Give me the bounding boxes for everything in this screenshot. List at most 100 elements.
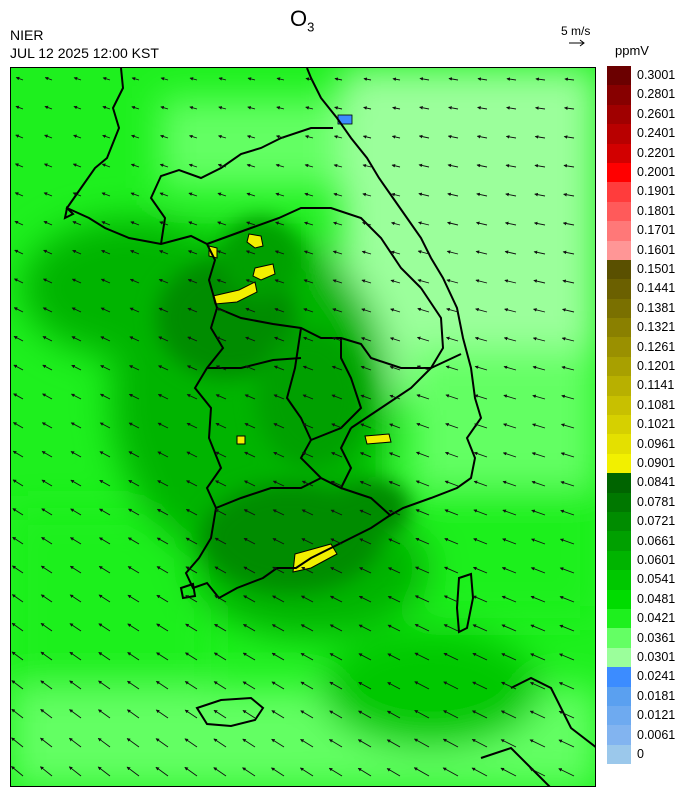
colorbar-label: 0.0061 bbox=[637, 727, 676, 742]
wind-arrow bbox=[333, 192, 343, 197]
wind-arrow bbox=[100, 278, 111, 284]
wind-arrow bbox=[390, 308, 401, 313]
wind-arrow bbox=[213, 767, 227, 777]
wind-arrow bbox=[559, 624, 575, 632]
wind-arrow bbox=[102, 77, 111, 81]
wind-arrow bbox=[272, 509, 285, 516]
wind-arrow bbox=[270, 767, 285, 777]
wind-arrow bbox=[159, 163, 169, 168]
wind-arrow bbox=[100, 307, 111, 313]
wind-arrow bbox=[72, 221, 82, 226]
wind-arrow bbox=[391, 135, 401, 139]
colorbar-swatch bbox=[607, 608, 631, 629]
wind-arrow bbox=[42, 278, 53, 284]
wind-arrow bbox=[476, 192, 488, 197]
wind-arrow bbox=[558, 768, 575, 777]
wind-arrow bbox=[535, 77, 546, 81]
wind-arrow bbox=[243, 480, 256, 487]
wind-arrow bbox=[213, 681, 227, 690]
wind-arrow bbox=[155, 680, 169, 690]
wind-arrow bbox=[331, 452, 343, 458]
wind-arrow bbox=[40, 709, 53, 719]
wind-arrow bbox=[99, 451, 111, 458]
wind-arrow bbox=[388, 538, 401, 545]
colorbar-swatch bbox=[607, 298, 631, 319]
wind-arrow bbox=[388, 481, 401, 487]
wind-arrow bbox=[272, 538, 285, 545]
wind-arrow bbox=[13, 307, 24, 313]
wind-arrow bbox=[531, 538, 546, 545]
wind-arrow bbox=[12, 508, 24, 516]
wind-arrow bbox=[244, 394, 256, 400]
colorbar-swatch bbox=[607, 570, 631, 590]
colorbar-swatch bbox=[607, 705, 631, 726]
wind-arrow bbox=[218, 134, 227, 139]
wind-arrow bbox=[160, 105, 169, 110]
wind-arrow bbox=[247, 106, 256, 110]
wind-arrow bbox=[101, 163, 111, 168]
colorbar-label: 0.2601 bbox=[637, 106, 676, 121]
wind-arrow bbox=[12, 422, 24, 429]
wind-arrow bbox=[73, 134, 82, 139]
wind-arrow bbox=[300, 624, 314, 632]
wind-arrow bbox=[559, 567, 575, 574]
wind-arrow bbox=[358, 710, 372, 719]
wind-arrow bbox=[214, 566, 227, 574]
wind-arrow bbox=[329, 681, 343, 690]
wind-arrow bbox=[127, 537, 140, 545]
wind-arrow bbox=[276, 106, 285, 110]
colorbar-swatch bbox=[607, 415, 631, 435]
wind-arrow bbox=[358, 653, 372, 661]
wind-arrow bbox=[11, 622, 24, 632]
wind-arrow bbox=[559, 538, 575, 545]
wind-arrow bbox=[44, 76, 53, 81]
wind-arrow bbox=[184, 681, 198, 690]
wind-arrow bbox=[503, 336, 517, 342]
wind-arrow bbox=[214, 595, 227, 603]
wind-arrow bbox=[99, 393, 111, 400]
wind-arrow bbox=[447, 192, 459, 197]
wind-arrow bbox=[417, 278, 430, 284]
wind-arrow bbox=[214, 509, 227, 516]
wind-arrow bbox=[160, 134, 169, 139]
colorbar-swatch bbox=[607, 124, 631, 144]
wind-arrow bbox=[387, 624, 401, 632]
wind-arrow bbox=[416, 394, 430, 400]
wind-arrow bbox=[98, 680, 111, 690]
colorbar-swatch bbox=[607, 492, 631, 512]
wind-arrow bbox=[415, 480, 430, 487]
wind-arrow bbox=[530, 595, 546, 603]
wind-arrow bbox=[558, 710, 575, 719]
wind-arrow bbox=[214, 537, 227, 545]
wind-arrow bbox=[272, 566, 285, 574]
wind-arrow bbox=[443, 681, 459, 690]
wind-arrow bbox=[245, 336, 256, 342]
wind-arrow bbox=[40, 680, 53, 690]
wind-arrow bbox=[97, 766, 111, 777]
wind-arrow bbox=[14, 163, 24, 168]
wind-arrow bbox=[390, 250, 401, 255]
wind-arrow bbox=[446, 307, 459, 313]
wind-arrow bbox=[533, 308, 546, 313]
wind-arrow bbox=[303, 336, 314, 342]
wind-arrow bbox=[40, 594, 53, 603]
wind-arrow bbox=[187, 307, 198, 313]
wind-arrow bbox=[131, 105, 140, 110]
wind-arrow bbox=[303, 250, 314, 255]
wind-arrow bbox=[472, 652, 488, 661]
wind-arrow bbox=[443, 710, 459, 719]
wind-arrow bbox=[131, 77, 140, 81]
wind-arrow bbox=[391, 221, 401, 226]
colorbar-swatch bbox=[607, 66, 631, 86]
wind-arrow bbox=[305, 106, 314, 110]
wind-arrow bbox=[271, 624, 285, 632]
ozone-concentration-map bbox=[10, 67, 596, 787]
wind-arrow bbox=[218, 106, 227, 110]
wind-arrow bbox=[15, 134, 24, 139]
wind-arrow bbox=[271, 738, 285, 748]
wind-arrow bbox=[244, 423, 256, 429]
wind-arrow bbox=[187, 279, 198, 284]
wind-arrow bbox=[388, 452, 401, 458]
wind-arrow bbox=[472, 566, 488, 574]
wind-arrow bbox=[475, 250, 488, 255]
